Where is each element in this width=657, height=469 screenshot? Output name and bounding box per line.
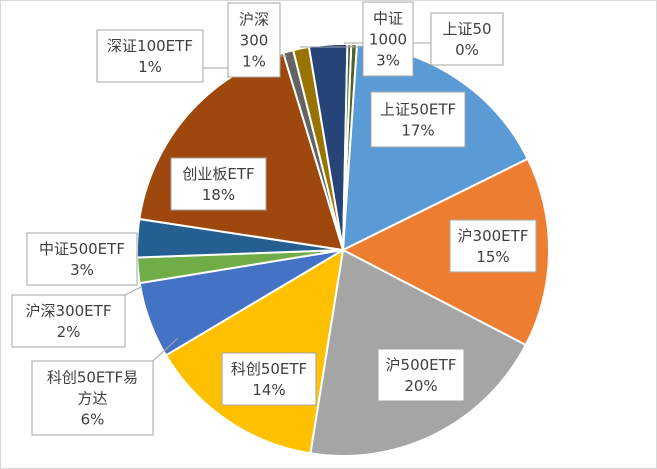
label-category: 上证50ETF <box>380 101 456 119</box>
label-box <box>31 360 154 436</box>
label-category: 1000 <box>369 31 407 49</box>
leader-line <box>152 337 179 362</box>
label-category: 深证100ETF <box>107 37 193 55</box>
label-percent: 1% <box>138 58 162 76</box>
data-label-50etf: 上证50ETF 17% <box>370 91 466 148</box>
pie-slice-300etf <box>340 157 550 347</box>
data-label-100etf: 深证100ETF 1% <box>96 29 204 83</box>
label-box <box>227 2 281 78</box>
label-category: 创业板ETF <box>182 165 254 183</box>
data-label-500etf: 沪500ETF 20% <box>377 348 465 402</box>
label-box <box>221 352 317 406</box>
label-box <box>449 219 537 273</box>
data-label-50etf: 科创50ETF 14% <box>221 352 317 406</box>
data-label-300etf: 沪深300ETF 2% <box>11 294 126 348</box>
label-box <box>26 232 138 286</box>
label-box <box>96 29 204 83</box>
label-box <box>170 157 267 211</box>
label-category: 沪500ETF <box>386 356 457 374</box>
label-box <box>377 348 465 402</box>
label-category: 中证500ETF <box>39 240 125 258</box>
label-box <box>430 12 504 66</box>
label-percent: 14% <box>252 381 285 399</box>
label-percent: 20% <box>404 377 437 395</box>
label-box <box>362 1 414 77</box>
data-label-etf: 创业板ETF 18% <box>170 157 267 211</box>
label-percent: 6% <box>81 411 105 429</box>
pie-slice-unlabeled <box>342 43 353 251</box>
data-label-300etf: 沪300ETF 15% <box>449 219 537 273</box>
label-category: 方达 <box>77 390 107 408</box>
data-labels: 上证50 0% 上证50ETF 17% 沪300ETF 15% 沪500ETF 20% 科创50… <box>11 1 537 436</box>
label-category: 沪深300ETF <box>26 302 112 320</box>
data-label-50: 上证50 0% <box>430 12 504 66</box>
label-box <box>370 91 466 148</box>
label-category: 科创50ETF易 <box>47 369 138 387</box>
label-percent: 1% <box>242 53 266 71</box>
label-box <box>11 294 126 348</box>
label-category: 上证50 <box>442 20 491 38</box>
label-percent: 15% <box>476 248 509 266</box>
label-percent: 2% <box>57 323 81 341</box>
label-percent: 0% <box>455 41 479 59</box>
data-label-300: 沪深 300 1% <box>227 2 281 78</box>
data-label-500etf: 中证500ETF 3% <box>26 232 138 286</box>
label-category: 沪300ETF <box>458 227 529 245</box>
leader-line <box>124 286 142 296</box>
label-category: 科创50ETF <box>231 360 307 378</box>
label-category: 300 <box>240 32 269 50</box>
label-category: 沪深 <box>239 11 269 29</box>
data-label-1000: 中证 1000 3% <box>362 1 414 77</box>
label-category: 中证 <box>373 10 403 28</box>
label-percent: 18% <box>202 186 235 204</box>
label-percent: 17% <box>401 122 434 140</box>
label-percent: 3% <box>70 261 94 279</box>
label-percent: 3% <box>376 52 400 70</box>
